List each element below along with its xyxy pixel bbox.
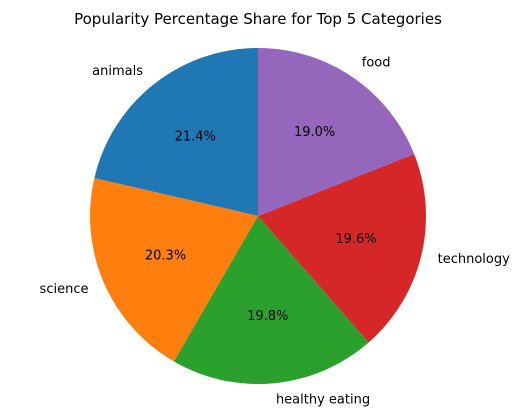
percent-label-healthy-eating: 19.8%	[247, 309, 288, 324]
slice-label-healthy-eating: healthy eating	[276, 392, 370, 407]
slice-label-animals: animals	[92, 64, 143, 79]
percent-label-science: 20.3%	[145, 249, 186, 264]
pie-labels: animals 21.4% science 20.3% healthy eating 19…	[40, 56, 511, 408]
pie-slice-animals	[94, 48, 258, 216]
percent-label-technology: 19.6%	[335, 232, 376, 247]
pie-slices	[89, 48, 427, 385]
pie-slice-technology	[258, 153, 427, 343]
pie-slice-food	[258, 48, 415, 216]
chart-title: Popularity Percentage Share for Top 5 Ca…	[74, 10, 442, 28]
pie-slice-science	[89, 178, 258, 362]
slice-label-technology: technology	[438, 252, 510, 267]
percent-label-food: 19.0%	[294, 125, 335, 140]
slice-label-science: science	[40, 282, 89, 297]
pie-slice-healthy-eating	[173, 216, 369, 385]
percent-label-animals: 21.4%	[175, 130, 216, 145]
slice-label-food: food	[362, 56, 391, 71]
